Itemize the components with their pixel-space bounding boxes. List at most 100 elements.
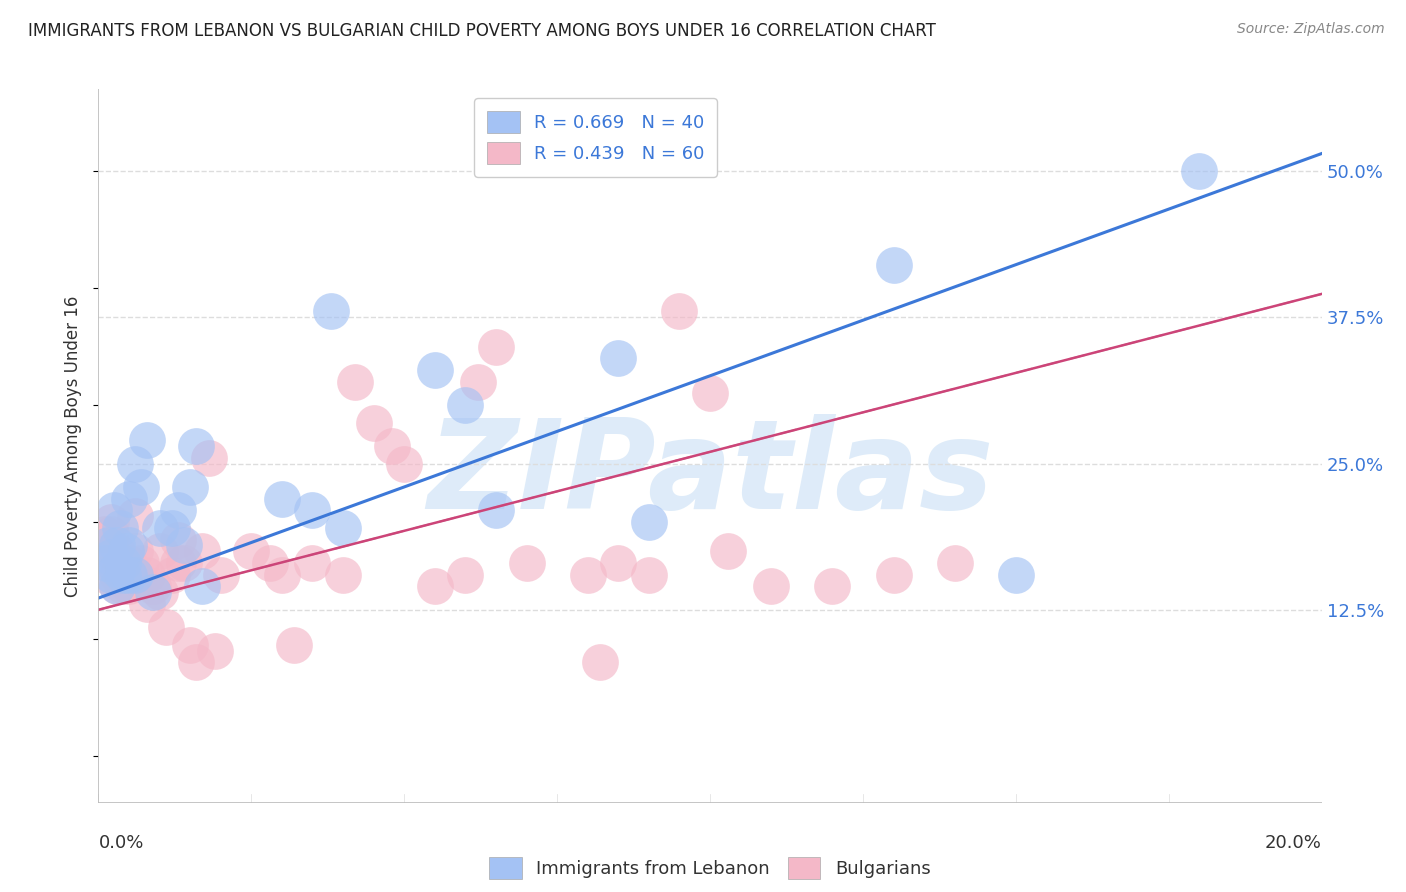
Point: [589, 656, 612, 670]
Point: [883, 567, 905, 582]
Point: [124, 567, 146, 582]
Point: [883, 258, 905, 272]
Y-axis label: Child Poverty Among Boys Under 16: Child Poverty Among Boys Under 16: [65, 295, 83, 597]
Point: [94, 556, 117, 570]
Point: [129, 556, 152, 570]
Point: [118, 491, 141, 506]
Point: [93, 526, 115, 541]
Point: [179, 638, 201, 652]
Point: [111, 567, 134, 582]
Point: [173, 556, 195, 570]
Point: [105, 538, 128, 552]
Point: [129, 574, 152, 588]
Point: [124, 509, 146, 524]
Point: [118, 556, 141, 570]
Text: Source: ZipAtlas.com: Source: ZipAtlas.com: [1237, 22, 1385, 37]
Point: [576, 567, 599, 582]
Point: [100, 567, 122, 582]
Point: [108, 521, 131, 535]
Point: [179, 480, 201, 494]
Point: [118, 567, 141, 582]
Point: [124, 457, 146, 471]
Point: [454, 567, 477, 582]
Point: [301, 503, 323, 517]
Point: [332, 567, 354, 582]
Point: [259, 556, 281, 570]
Point: [149, 544, 172, 558]
Point: [240, 544, 263, 558]
Point: [115, 544, 138, 558]
Point: [1188, 164, 1211, 178]
Point: [717, 544, 740, 558]
Point: [136, 433, 159, 447]
Point: [100, 544, 122, 558]
Text: 20.0%: 20.0%: [1265, 834, 1322, 852]
Point: [607, 351, 630, 366]
Point: [344, 375, 367, 389]
Point: [118, 538, 141, 552]
Point: [129, 480, 152, 494]
Point: [392, 457, 416, 471]
Point: [105, 579, 128, 593]
Point: [100, 526, 122, 541]
Point: [111, 579, 134, 593]
Point: [105, 544, 128, 558]
Point: [105, 567, 128, 582]
Point: [699, 386, 721, 401]
Point: [105, 562, 128, 576]
Point: [111, 556, 134, 570]
Point: [301, 556, 323, 570]
Point: [167, 556, 190, 570]
Point: [516, 141, 538, 155]
Point: [209, 567, 232, 582]
Point: [759, 579, 782, 593]
Point: [103, 503, 125, 517]
Point: [332, 521, 354, 535]
Point: [149, 521, 172, 535]
Point: [485, 340, 508, 354]
Point: [607, 556, 630, 570]
Point: [105, 579, 128, 593]
Point: [155, 620, 177, 634]
Point: [142, 585, 165, 599]
Point: [516, 556, 538, 570]
Point: [100, 550, 122, 565]
Point: [167, 503, 190, 517]
Point: [270, 567, 292, 582]
Point: [142, 579, 165, 593]
Point: [319, 304, 342, 318]
Point: [100, 515, 122, 529]
Legend: Immigrants from Lebanon, Bulgarians: Immigrants from Lebanon, Bulgarians: [482, 850, 938, 887]
Point: [270, 491, 292, 506]
Point: [93, 567, 115, 582]
Point: [136, 597, 159, 611]
Point: [149, 585, 172, 599]
Point: [467, 375, 489, 389]
Point: [821, 579, 844, 593]
Point: [111, 562, 134, 576]
Point: [668, 304, 690, 318]
Point: [1004, 567, 1026, 582]
Point: [204, 644, 226, 658]
Point: [943, 556, 966, 570]
Point: [363, 416, 385, 430]
Point: [197, 450, 219, 465]
Point: [454, 398, 477, 412]
Point: [136, 567, 159, 582]
Point: [485, 503, 508, 517]
Point: [124, 544, 146, 558]
Point: [637, 567, 661, 582]
Point: [186, 656, 208, 670]
Point: [191, 544, 214, 558]
Point: [191, 579, 214, 593]
Point: [118, 567, 141, 582]
Point: [124, 567, 146, 582]
Text: IMMIGRANTS FROM LEBANON VS BULGARIAN CHILD POVERTY AMONG BOYS UNDER 16 CORRELATI: IMMIGRANTS FROM LEBANON VS BULGARIAN CHI…: [28, 22, 936, 40]
Point: [167, 533, 190, 547]
Text: 0.0%: 0.0%: [98, 834, 143, 852]
Text: ZIPatlas: ZIPatlas: [427, 414, 993, 535]
Point: [118, 579, 141, 593]
Point: [160, 567, 183, 582]
Point: [173, 538, 195, 552]
Point: [423, 363, 446, 377]
